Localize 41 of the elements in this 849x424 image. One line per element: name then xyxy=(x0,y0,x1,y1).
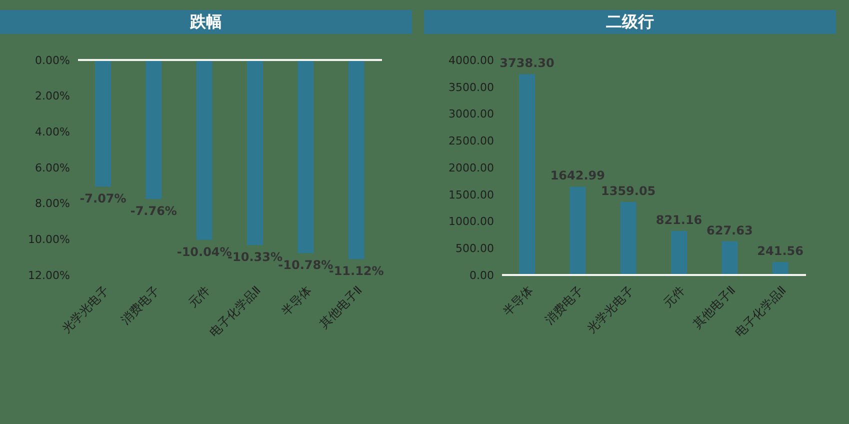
data-label: 821.16 xyxy=(656,212,702,227)
x-tick-label: 元件 xyxy=(660,283,688,310)
x-tick-label: 半导体 xyxy=(500,283,536,319)
y-tick-label: 6.00% xyxy=(35,161,70,174)
x-tick-label: 消费电子 xyxy=(542,283,586,328)
data-label: -7.07% xyxy=(80,192,126,206)
x-tick-label: 消费电子 xyxy=(118,283,162,328)
chart-title: 二级行 xyxy=(424,10,836,34)
x-tick-label: 光学光电子 xyxy=(584,283,637,336)
y-tick-label: 4.00% xyxy=(35,126,70,139)
y-tick-label: 10.00% xyxy=(28,233,70,246)
x-tick-label: 光学光电子 xyxy=(59,283,112,336)
y-tick-label: 1500.00 xyxy=(448,188,494,202)
bar xyxy=(671,230,687,275)
y-tick-label: 2000.00 xyxy=(448,161,494,174)
x-tick-label: 其他电子Ⅱ xyxy=(316,283,365,332)
y-tick-label: 4000.00 xyxy=(448,54,494,67)
bar xyxy=(620,202,636,275)
data-label: -7.76% xyxy=(130,204,177,218)
y-tick-label: 0.00 xyxy=(470,268,494,282)
bar xyxy=(570,186,586,275)
y-tick-label: 1000.00 xyxy=(448,215,494,228)
bar xyxy=(722,241,738,275)
bar xyxy=(772,262,788,275)
y-tick-label: 500.00 xyxy=(456,242,494,256)
y-tick-label: 3500.00 xyxy=(448,80,494,94)
y-tick-label: 12.00% xyxy=(28,268,70,282)
y-tick-label: 2.00% xyxy=(35,90,70,103)
data-label: 627.63 xyxy=(706,223,753,238)
y-tick-label: 3000.00 xyxy=(448,108,494,121)
data-label: 241.56 xyxy=(757,244,804,258)
y-tick-label: 8.00% xyxy=(35,197,70,210)
x-tick-label: 半导体 xyxy=(278,283,314,319)
bar xyxy=(519,74,535,275)
data-label: 1642.99 xyxy=(550,168,605,183)
x-tick-label: 元件 xyxy=(186,283,213,310)
data-label: 3738.30 xyxy=(500,56,554,70)
y-tick-label: 0.00% xyxy=(35,54,70,67)
data-label: 1359.05 xyxy=(601,184,656,198)
y-tick-label: 2500.00 xyxy=(448,134,494,148)
chart-title: 跌幅 xyxy=(0,10,412,34)
